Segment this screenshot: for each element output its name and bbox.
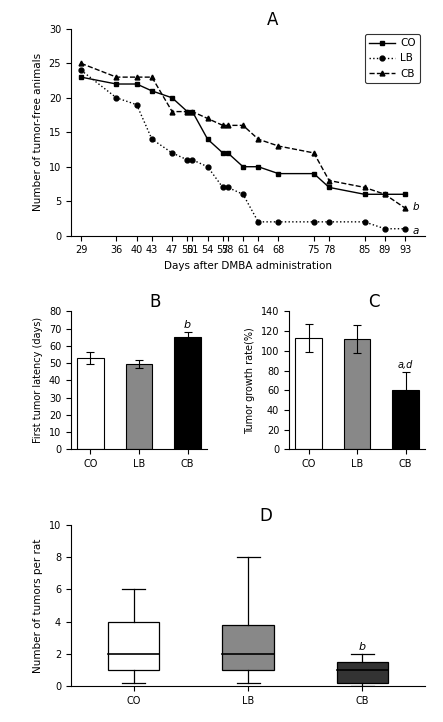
LB (225, 183, 230, 192)
Y-axis label: Number of tumors per rat: Number of tumors per rat (33, 539, 43, 673)
LB (276, 217, 281, 226)
CB (78, 59, 84, 68)
LB (114, 93, 119, 102)
LB (220, 183, 225, 192)
Line: LB: LB (78, 68, 408, 231)
LB (362, 217, 367, 226)
Y-axis label: First tumor latency (days): First tumor latency (days) (33, 317, 43, 443)
CO (114, 79, 119, 88)
CB (149, 73, 155, 82)
CO (256, 162, 261, 171)
CB (220, 121, 225, 130)
CB (185, 108, 190, 116)
LB (205, 162, 210, 171)
LB (149, 135, 155, 144)
LB (311, 217, 317, 226)
LB (78, 66, 84, 74)
CO (78, 73, 84, 82)
Bar (174, 337, 201, 449)
Line: CO: CO (78, 74, 408, 196)
X-axis label: Days after DMBA administration: Days after DMBA administration (164, 261, 332, 271)
CO (311, 169, 317, 178)
Y-axis label: Tumor growth rate(%): Tumor growth rate(%) (245, 327, 255, 434)
CB (382, 190, 388, 199)
Title: A: A (267, 11, 279, 29)
CB (190, 108, 195, 116)
CO (276, 169, 281, 178)
LB (241, 190, 246, 199)
Line: CB: CB (78, 61, 408, 211)
CO (205, 135, 210, 144)
CO (190, 108, 195, 116)
CO (382, 190, 388, 199)
CO (185, 108, 190, 116)
CO (220, 149, 225, 157)
Bar (222, 625, 274, 670)
CB (241, 121, 246, 130)
LB (190, 155, 195, 164)
Bar (126, 364, 152, 449)
Title: B: B (150, 293, 161, 311)
Bar (108, 622, 159, 670)
Text: a,d: a,d (398, 360, 413, 370)
CB (170, 108, 175, 116)
CB (134, 73, 140, 82)
Text: b: b (359, 642, 366, 652)
CO (362, 190, 367, 199)
LB (185, 155, 190, 164)
CB (225, 121, 230, 130)
CO (149, 87, 155, 95)
Text: b: b (184, 320, 191, 329)
CO (326, 183, 332, 192)
CO (241, 162, 246, 171)
Title: D: D (259, 507, 272, 525)
CB (362, 183, 367, 192)
CB (256, 135, 261, 144)
Text: a: a (412, 226, 419, 236)
Title: C: C (368, 293, 379, 311)
Bar (337, 662, 388, 683)
LB (256, 217, 261, 226)
CO (402, 190, 408, 199)
CO (134, 79, 140, 88)
CO (170, 93, 175, 102)
CB (402, 204, 408, 212)
Bar (295, 338, 322, 449)
CB (114, 73, 119, 82)
Text: b: b (412, 201, 419, 212)
CB (205, 114, 210, 123)
CB (326, 176, 332, 185)
LB (326, 217, 332, 226)
Bar (77, 358, 104, 449)
LB (170, 149, 175, 157)
CO (225, 149, 230, 157)
Y-axis label: Number of tumor-free animals: Number of tumor-free animals (33, 53, 43, 212)
LB (134, 100, 140, 109)
CB (276, 142, 281, 150)
CB (311, 149, 317, 157)
LB (402, 225, 408, 233)
Bar (392, 390, 419, 449)
Legend: CO, LB, CB: CO, LB, CB (365, 34, 420, 83)
LB (382, 225, 388, 233)
Bar (344, 339, 370, 449)
